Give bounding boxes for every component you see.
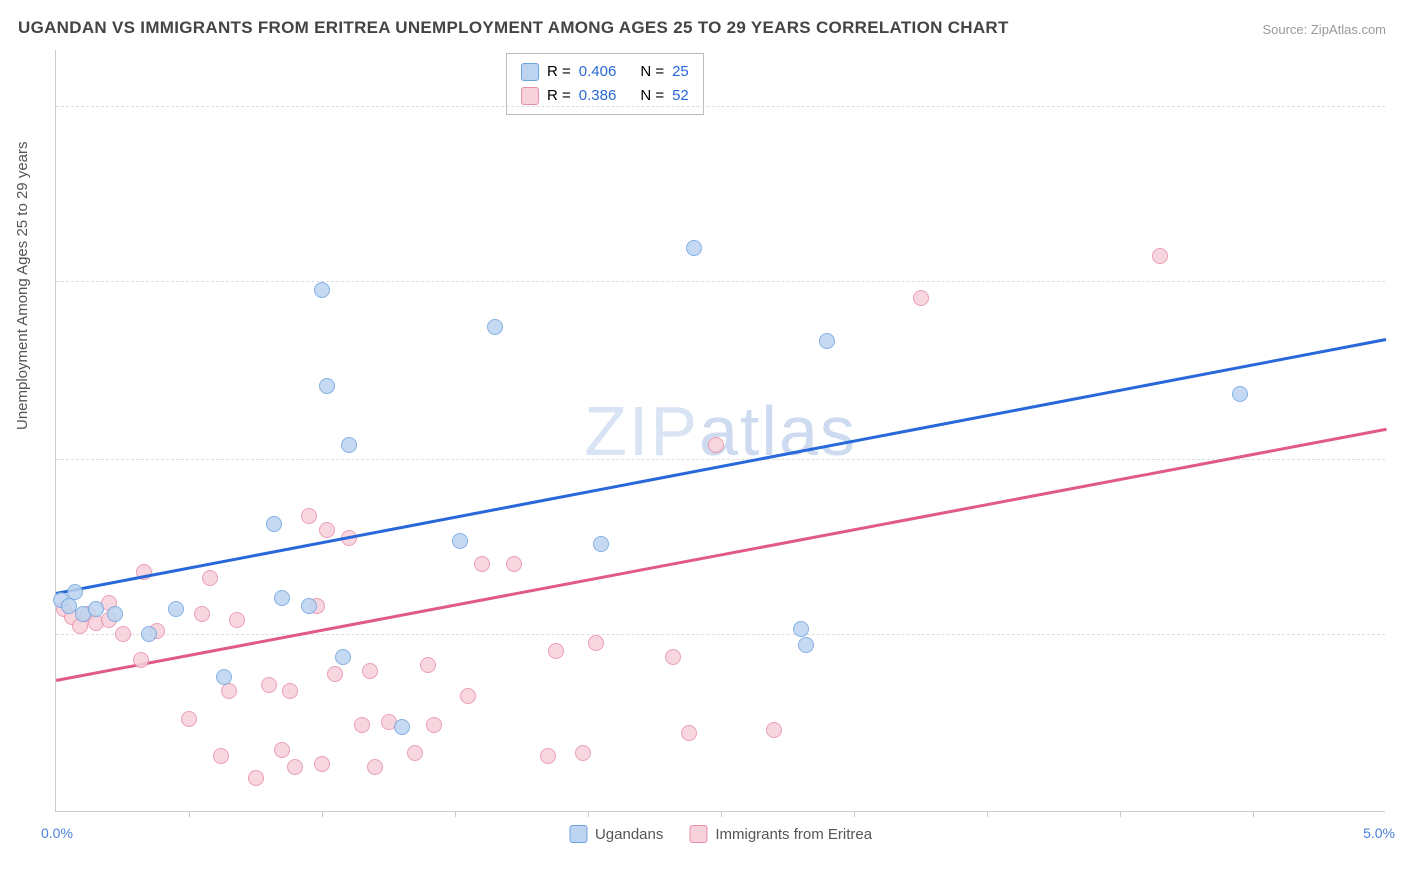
data-point [287,759,303,775]
data-point [819,333,835,349]
data-point [274,742,290,758]
data-point [1152,248,1168,264]
data-point [474,556,490,572]
data-point [686,240,702,256]
data-point [202,570,218,586]
data-point [681,725,697,741]
data-point [141,626,157,642]
data-point [588,635,604,651]
data-point [266,516,282,532]
source-label: Source: ZipAtlas.com [1262,22,1386,37]
data-point [194,606,210,622]
data-point [540,748,556,764]
r-value: 0.386 [579,84,617,108]
gridline [56,634,1385,635]
data-point [506,556,522,572]
x-tick [322,811,323,817]
gridline [56,459,1385,460]
data-point [766,722,782,738]
n-value: 25 [672,60,689,84]
legend-swatch [689,825,707,843]
data-point [575,745,591,761]
legend-label: Ugandans [595,826,663,843]
data-point [798,637,814,653]
x-tick [189,811,190,817]
data-point [107,606,123,622]
r-value: 0.406 [579,60,617,84]
gridline [56,106,1385,107]
x-axis-max-label: 5.0% [1363,825,1395,841]
legend-row: R = 0.406 N = 25 [521,60,689,84]
x-tick [987,811,988,817]
data-point [229,612,245,628]
data-point [367,759,383,775]
legend-swatch [521,63,539,81]
x-tick [1120,811,1121,817]
data-point [460,688,476,704]
y-tick-label: 18.8% [1395,273,1406,289]
x-tick [854,811,855,817]
data-point [793,621,809,637]
data-point [88,601,104,617]
series-legend: Ugandans Immigrants from Eritrea [569,825,872,843]
data-point [282,683,298,699]
x-tick [588,811,589,817]
y-tick-label: 12.5% [1395,451,1406,467]
data-point [67,584,83,600]
data-point [248,770,264,786]
data-point [301,508,317,524]
data-point [261,677,277,693]
data-point [593,536,609,552]
x-tick [721,811,722,817]
x-tick [1253,811,1254,817]
data-point [133,652,149,668]
plot-area: ZIPatlas 0.0% 5.0% R = 0.406 N = 25 R = … [55,50,1385,812]
data-point [426,717,442,733]
data-point [168,601,184,617]
data-point [181,711,197,727]
data-point [362,663,378,679]
data-point [213,748,229,764]
legend-item: Immigrants from Eritrea [689,825,872,843]
y-tick-label: 25.0% [1395,98,1406,114]
y-tick-label: 6.3% [1395,626,1406,642]
legend-swatch [521,87,539,105]
x-tick [455,811,456,817]
data-point [115,626,131,642]
legend-item: Ugandans [569,825,663,843]
y-axis-label: Unemployment Among Ages 25 to 29 years [14,141,31,430]
legend-row: R = 0.386 N = 52 [521,84,689,108]
x-axis-min-label: 0.0% [41,825,73,841]
gridline [56,281,1385,282]
data-point [394,719,410,735]
data-point [216,669,232,685]
data-point [341,437,357,453]
data-point [487,319,503,335]
chart-container: UGANDAN VS IMMIGRANTS FROM ERITREA UNEMP… [0,0,1406,892]
data-point [314,756,330,772]
data-point [301,598,317,614]
data-point [708,437,724,453]
data-point [274,590,290,606]
data-point [221,683,237,699]
data-point [327,666,343,682]
n-value: 52 [672,84,689,108]
data-point [1232,386,1248,402]
data-point [319,522,335,538]
legend-label: Immigrants from Eritrea [715,826,872,843]
data-point [319,378,335,394]
data-point [420,657,436,673]
legend-swatch [569,825,587,843]
data-point [452,533,468,549]
data-point [407,745,423,761]
data-point [665,649,681,665]
data-point [548,643,564,659]
data-point [913,290,929,306]
data-point [335,649,351,665]
data-point [354,717,370,733]
data-point [314,282,330,298]
chart-title: UGANDAN VS IMMIGRANTS FROM ERITREA UNEMP… [18,18,1009,38]
